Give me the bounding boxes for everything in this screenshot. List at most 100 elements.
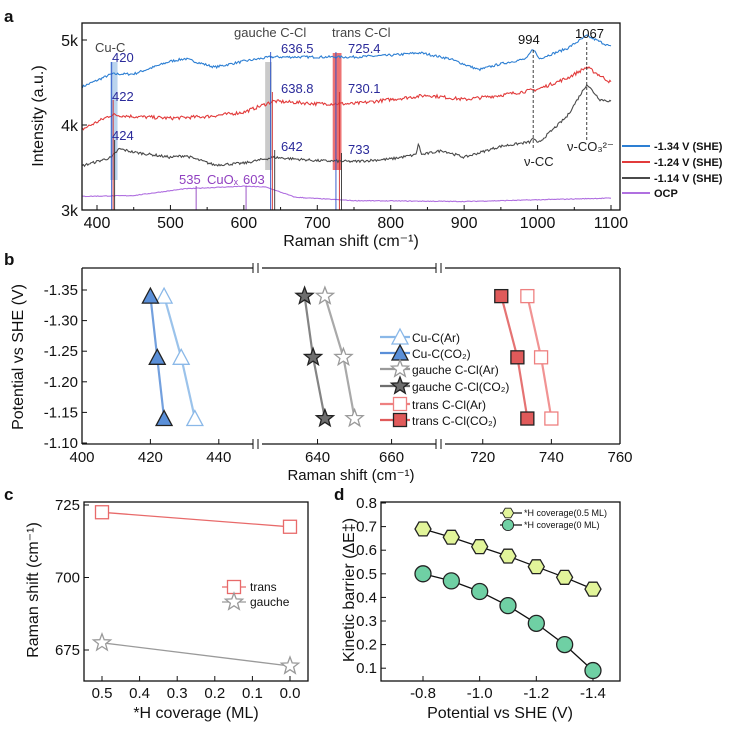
- plot-frame-d: [380, 501, 621, 682]
- x-tick-label: 0.3: [167, 685, 188, 702]
- legend-label: -1.24 V (SHE): [654, 157, 723, 169]
- data-point: [556, 635, 574, 654]
- data-point: [141, 286, 160, 304]
- data-point: [533, 350, 549, 365]
- data-point: [584, 661, 602, 680]
- y-tick-label: 0.8: [356, 495, 377, 512]
- data-point: [294, 285, 315, 305]
- y-tick-label: 675: [55, 642, 80, 659]
- legend-marker: [501, 518, 515, 532]
- legend-label: OCP: [654, 188, 678, 200]
- y-tick-label: 0.5: [356, 566, 377, 583]
- data-point: [494, 288, 509, 304]
- peak-annotation: 994: [518, 32, 540, 47]
- data-point: [282, 519, 298, 534]
- panel-label-c: c: [4, 485, 13, 504]
- data-point: [94, 505, 110, 520]
- series-line: [101, 511, 291, 528]
- x-tick-label: -0.8: [410, 685, 436, 702]
- x-tick-label: 660: [379, 449, 404, 466]
- peak-annotation: 603: [243, 172, 265, 187]
- peak-annotation: ν-CO₃²⁻: [567, 139, 614, 154]
- data-point: [499, 597, 517, 615]
- data-point: [333, 346, 354, 367]
- data-point: [154, 286, 174, 304]
- y-axis-label: Potential vs SHE (V): [10, 284, 27, 430]
- x-tick-label: 640: [305, 449, 330, 466]
- peak-annotation: 535: [179, 172, 201, 187]
- data-point: [172, 347, 191, 365]
- x-tick-label: 500: [157, 215, 184, 232]
- data-point: [499, 548, 517, 564]
- legend-marker: [392, 412, 408, 428]
- data-point: [279, 655, 301, 675]
- x-tick-label: 400: [69, 449, 94, 466]
- data-point: [442, 529, 461, 545]
- peak-annotation: trans C-Cl: [332, 25, 391, 40]
- data-point: [442, 572, 460, 590]
- band-trans: [332, 53, 342, 170]
- legend-marker: [501, 507, 515, 519]
- band-cu-c: [110, 62, 118, 180]
- x-tick-label: 1100: [594, 215, 629, 232]
- data-point: [520, 288, 535, 304]
- x-tick-label: 600: [231, 215, 258, 232]
- x-tick-label: -1.4: [580, 685, 606, 702]
- plot-frame-a: [81, 22, 621, 211]
- legend-label: Cu-C(CO₂): [412, 347, 471, 361]
- legend-label: gauche C-Cl(CO₂): [412, 380, 509, 394]
- x-tick-label: 0.1: [242, 685, 263, 702]
- y-tick-label: 0.4: [356, 589, 377, 606]
- data-point: [344, 407, 365, 428]
- y-tick-label: 5k: [61, 33, 79, 50]
- peak-annotation: 636.5: [281, 41, 314, 56]
- x-tick-label: 0.0: [280, 685, 301, 702]
- legend-label: *H coverage(0.5 ML): [524, 508, 607, 518]
- panel-label-b: b: [4, 250, 14, 269]
- legend-marker: [389, 358, 411, 378]
- x-tick-label: 0.5: [92, 685, 113, 702]
- peak-annotation: 1067: [575, 26, 604, 41]
- x-tick-label: 0.4: [129, 685, 150, 702]
- peak-annotation: 420: [112, 50, 134, 65]
- y-tick-label: 4k: [61, 118, 79, 135]
- data-point: [414, 521, 432, 537]
- data-point: [520, 411, 535, 426]
- x-tick-label: 800: [377, 215, 404, 232]
- legend-label: gauche C-Cl(Ar): [412, 363, 499, 377]
- legend-label: -1.14 V (SHE): [654, 173, 723, 185]
- data-point: [91, 631, 113, 652]
- y-tick-label: 700: [55, 570, 80, 587]
- peak-annotation: gauche C-Cl: [234, 25, 306, 40]
- legend-label: Cu-C(Ar): [412, 331, 460, 345]
- x-axis-label: Raman shift (cm⁻¹): [283, 233, 419, 250]
- data-point: [414, 565, 432, 583]
- peak-annotation: 725.4: [348, 41, 381, 56]
- y-tick-label: 0.7: [356, 519, 377, 536]
- x-tick-label: 400: [84, 215, 111, 232]
- x-tick-label: 900: [451, 215, 478, 232]
- peak-annotation: 730.1: [348, 81, 381, 96]
- y-tick-label: -1.10: [44, 435, 78, 452]
- legend-label: trans: [250, 580, 277, 594]
- x-tick-label: -1.0: [467, 685, 493, 702]
- y-tick-label: -1.30: [44, 313, 78, 330]
- x-axis-label: *H coverage (ML): [133, 705, 258, 722]
- data-point: [185, 409, 204, 427]
- panel-c-shift-vs-coverage: 0.5 0.4 0.3 0.2 0.1 0.0 675 700 725 *H coverage (…: [25, 497, 309, 722]
- spectrum-line-1: [81, 66, 612, 131]
- y-axis-label: Raman shift (cm⁻¹): [25, 522, 42, 658]
- plot-frame-c: [83, 501, 309, 682]
- peak-annotation: 733: [348, 142, 370, 157]
- x-tick-label: 0.2: [204, 685, 225, 702]
- data-point: [544, 411, 559, 426]
- x-tick-label: 740: [539, 449, 564, 466]
- y-tick-label: -1.20: [44, 374, 78, 391]
- x-axis-label: Potential vs SHE (V): [427, 705, 573, 722]
- legend-label: -1.34 V (SHE): [654, 141, 723, 153]
- legend-label: trans C-Cl(Ar): [412, 398, 486, 412]
- y-tick-label: 0.3: [356, 613, 377, 630]
- y-tick-label: 0.6: [356, 542, 377, 559]
- x-tick-label: 700: [304, 215, 331, 232]
